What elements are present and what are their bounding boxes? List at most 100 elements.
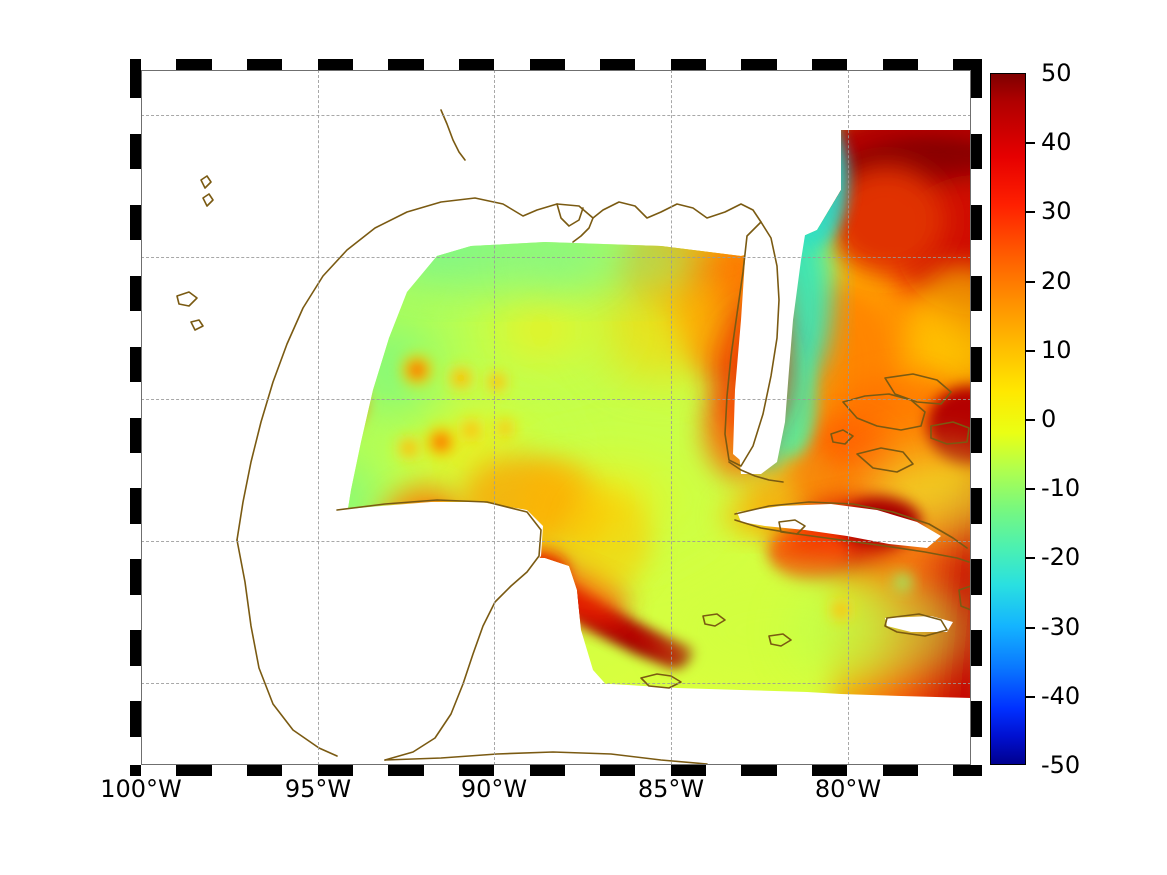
frame-tick-segment (918, 59, 954, 70)
frame-tick-segment (130, 204, 141, 241)
frame-tick-segment (130, 523, 141, 560)
frame-tick-segment (388, 59, 424, 70)
frame-tick-segment (176, 59, 212, 70)
frame-tick-segment (882, 765, 918, 776)
map-axes[interactable] (130, 59, 982, 776)
xtick-label: 80°W (814, 775, 882, 803)
colorbar-tick-label: -10 (1041, 474, 1081, 503)
colorbar-tick (1026, 280, 1035, 283)
frame-tick-segment (282, 765, 318, 776)
frame-tick-segment (971, 665, 982, 702)
frame-tick-segment (812, 59, 848, 70)
frame-tick-segment (741, 765, 777, 776)
frame-tick-segment (971, 169, 982, 205)
colorbar-tick (1026, 626, 1035, 629)
map-frame-bottom (130, 765, 982, 776)
frame-tick-segment (176, 765, 212, 776)
frame-tick-segment (211, 59, 247, 70)
frame-tick-segment (670, 59, 707, 70)
frame-tick-segment (211, 765, 247, 776)
frame-tick-segment (776, 765, 813, 776)
frame-tick-segment (812, 765, 848, 776)
frame-tick-segment (130, 417, 141, 453)
frame-tick-segment (494, 59, 530, 70)
frame-tick-segment (670, 765, 707, 776)
frame-tick-segment (600, 59, 636, 70)
frame-tick-segment (971, 452, 982, 489)
frame-tick-segment (971, 346, 982, 383)
frame-tick-segment (529, 765, 565, 776)
frame-tick-segment (635, 59, 671, 70)
frame-tick-segment (130, 452, 141, 489)
xtick-label: 90°W (460, 775, 528, 803)
colorbar-tick (1026, 488, 1035, 491)
frame-tick-segment (776, 59, 813, 70)
frame-tick-segment (971, 240, 982, 276)
colorbar-tick-label: 0 (1041, 405, 1057, 433)
frame-tick-segment (635, 765, 671, 776)
colorbar-tick-label: -40 (1041, 681, 1081, 710)
frame-tick-segment (130, 559, 141, 595)
frame-tick-segment (130, 169, 141, 205)
frame-tick-segment (423, 765, 459, 776)
frame-tick-segment (971, 98, 982, 134)
colorbar-tick-label: -30 (1041, 612, 1081, 641)
frame-tick-segment (130, 630, 141, 666)
frame-tick-segment (600, 765, 636, 776)
frame-tick-segment (130, 70, 141, 99)
frame-tick-segment (971, 204, 982, 241)
xtick-label: 95°W (284, 775, 352, 803)
frame-tick-segment (246, 59, 283, 70)
colorbar-tick-label: 10 (1041, 335, 1072, 364)
colorbar-tick-label: 30 (1041, 197, 1072, 226)
colorbar-tick-label: -50 (1041, 751, 1081, 779)
frame-tick-segment (130, 133, 141, 170)
frame-tick-segment (352, 765, 389, 776)
frame-tick-segment (130, 488, 141, 524)
frame-tick-segment (130, 765, 141, 776)
map-frame-left (130, 59, 141, 776)
frame-tick-segment (352, 59, 389, 70)
map-frame-top (130, 59, 982, 70)
frame-tick-segment (423, 59, 459, 70)
colorbar-tick (1026, 695, 1035, 698)
frame-tick-segment (130, 275, 141, 312)
frame-tick-segment (130, 382, 141, 418)
frame-tick-segment (971, 417, 982, 453)
xtick-label: 100°W (100, 775, 182, 803)
frame-tick-segment (953, 59, 971, 70)
colorbar-tick-label: -20 (1041, 543, 1081, 572)
frame-tick-segment (971, 59, 982, 70)
map-frame-right (971, 59, 982, 776)
frame-tick-segment (494, 765, 530, 776)
colorbar[interactable] (990, 73, 1026, 765)
frame-tick-segment (971, 701, 982, 737)
frame-tick-segment (529, 59, 565, 70)
frame-tick-segment (564, 59, 601, 70)
frame-tick-segment (130, 98, 141, 134)
frame-tick-segment (317, 59, 353, 70)
frame-tick-segment (458, 765, 495, 776)
map-raster-clip (141, 70, 971, 765)
xtick-label: 85°W (637, 775, 705, 803)
frame-tick-segment (971, 736, 982, 765)
colorbar-tick-label: 20 (1041, 266, 1072, 295)
frame-tick-segment (130, 594, 141, 631)
frame-tick-segment (130, 701, 141, 737)
frame-tick-segment (971, 488, 982, 524)
frame-tick-segment (741, 59, 777, 70)
frame-tick-segment (130, 240, 141, 276)
frame-tick-segment (918, 765, 954, 776)
colorbar-tick-label: 40 (1041, 128, 1072, 157)
frame-tick-segment (282, 59, 318, 70)
frame-tick-segment (971, 382, 982, 418)
frame-tick-segment (130, 59, 141, 70)
frame-tick-segment (130, 311, 141, 347)
frame-tick-segment (882, 59, 918, 70)
colorbar-tick (1026, 142, 1035, 145)
colorbar-tick-label: 50 (1041, 59, 1072, 87)
colorbar-tick (1026, 211, 1035, 214)
frame-tick-segment (388, 765, 424, 776)
colorbar-tick (1026, 419, 1035, 421)
